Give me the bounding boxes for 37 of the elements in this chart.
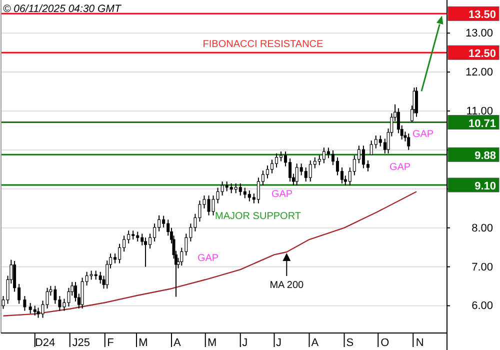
ref-line-label: 13.50 — [468, 9, 496, 22]
x-tick-label: J25 — [72, 337, 90, 349]
y-tick-label: 7.00 — [472, 261, 493, 274]
annotation: © 06/11/2025 04:30 GMT — [3, 3, 122, 15]
x-tick-label: A — [311, 337, 320, 349]
x-tick-label: S — [346, 337, 354, 349]
annotation: GAP — [271, 189, 293, 200]
x-tick-label: J — [276, 337, 282, 349]
y-tick-label: 12.00 — [465, 66, 493, 79]
annotation: GAP — [197, 253, 219, 264]
annotation: GAP — [389, 162, 411, 173]
x-tick-label: A — [173, 337, 182, 349]
x-tick-label: D24 — [34, 337, 56, 349]
ref-line-label: 9.88 — [474, 150, 496, 162]
x-tick-label: M — [208, 337, 217, 349]
annotation: FIBONACCI RESISTANCE — [202, 39, 324, 50]
text: MA 200 — [270, 280, 304, 291]
y-tick-label: 13.00 — [465, 28, 493, 40]
x-tick-label: M — [138, 337, 148, 349]
annotation: MAJOR SUPPORT — [215, 211, 301, 222]
x-tick-label: O — [380, 337, 390, 349]
line-series — [2, 191, 418, 316]
y-tick-label: 8.00 — [472, 222, 493, 234]
candlestick — [33, 305, 36, 316]
ref-line-label: 12.50 — [468, 48, 496, 60]
x-tick-label: J — [242, 337, 248, 349]
ref-line-label: 10.71 — [468, 118, 496, 130]
y-tick-label: 11.00 — [466, 106, 493, 118]
annotation: GAP — [412, 129, 434, 140]
x-tick-label: N — [416, 337, 424, 349]
y-tick-label: 6.00 — [472, 300, 493, 312]
candlestick — [144, 237, 148, 268]
ref-line-label: 9.10 — [474, 180, 496, 192]
candlestick — [23, 296, 26, 312]
x-tick-label: F — [107, 337, 114, 349]
candlestick — [407, 133, 410, 150]
candlestick — [98, 271, 102, 284]
